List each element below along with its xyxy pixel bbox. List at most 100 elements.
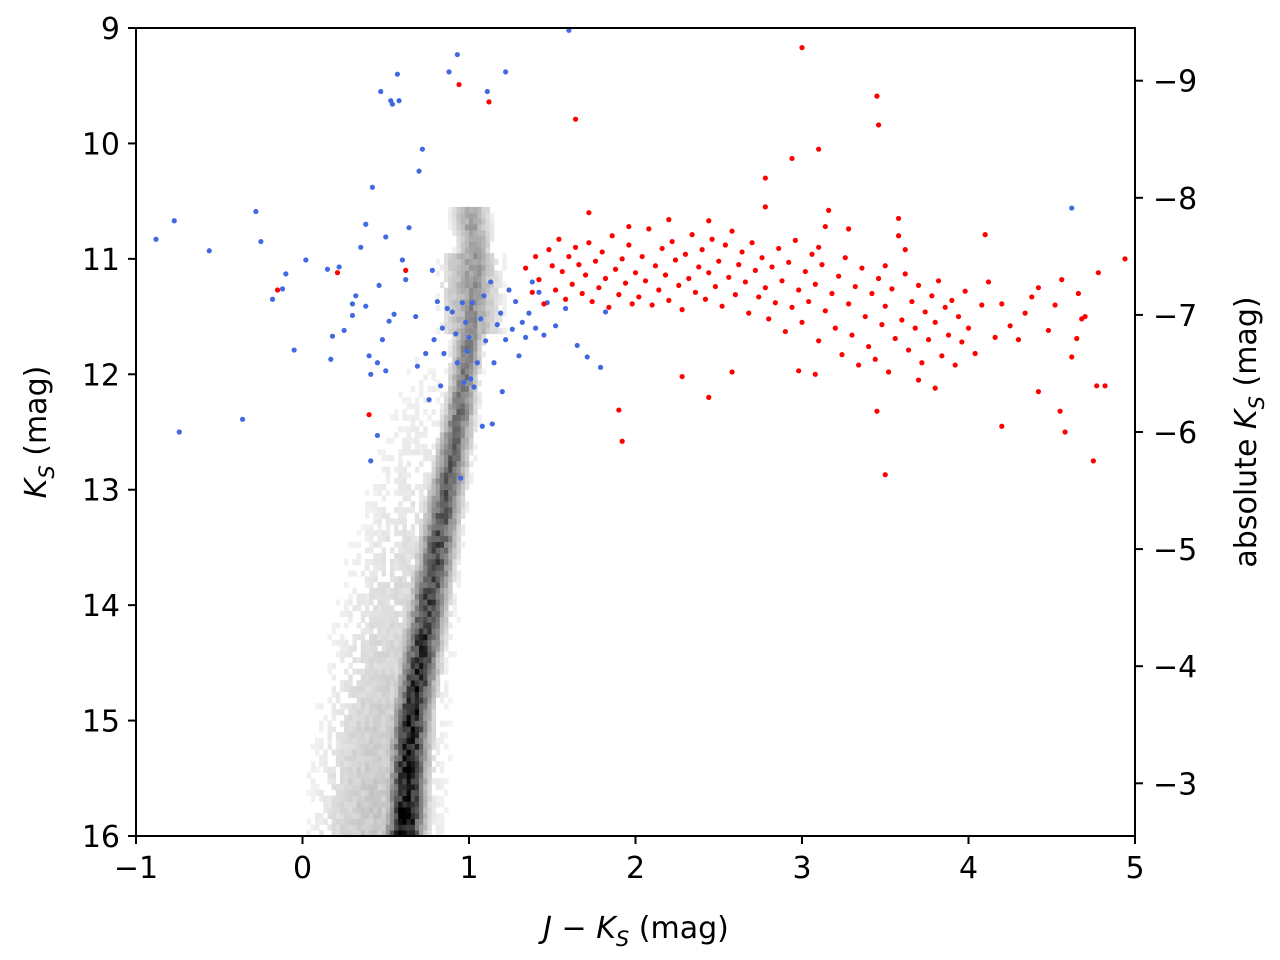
density-bin xyxy=(364,501,370,508)
density-bin xyxy=(398,812,403,819)
density-bin xyxy=(389,437,395,444)
density-bin xyxy=(435,466,441,473)
density-bin xyxy=(406,541,412,548)
density-bin xyxy=(381,582,387,589)
density-bin xyxy=(444,778,449,785)
density-bin xyxy=(348,778,353,785)
density-bin xyxy=(452,276,457,283)
density-bin xyxy=(460,403,466,410)
density-bin xyxy=(464,391,470,398)
density-bin xyxy=(444,270,449,277)
density-bin xyxy=(389,662,395,669)
density-bin xyxy=(444,293,449,300)
density-bin xyxy=(444,530,449,537)
density-bin xyxy=(464,305,470,312)
density-bin xyxy=(402,582,407,589)
density-bin xyxy=(398,720,403,727)
density-bin xyxy=(385,437,391,444)
density-bin xyxy=(477,206,482,213)
density-bin xyxy=(369,697,374,704)
density-bin xyxy=(406,628,412,635)
density-bin xyxy=(373,801,378,808)
red-star-point xyxy=(899,317,905,323)
red-star-point xyxy=(672,257,679,263)
red-star-point xyxy=(576,262,582,268)
density-bin xyxy=(464,356,470,364)
density-bin xyxy=(348,801,353,808)
red-star-point xyxy=(806,298,812,305)
density-bin xyxy=(419,709,424,716)
density-bin xyxy=(469,351,474,358)
density-bin xyxy=(431,524,436,531)
y2-axis-title-sub: S xyxy=(1245,396,1269,409)
density-bin xyxy=(469,293,474,300)
density-bin xyxy=(327,772,332,779)
blue-star-point xyxy=(438,383,444,389)
density-bin xyxy=(444,576,449,583)
density-bin xyxy=(398,789,403,796)
density-bin xyxy=(373,651,378,658)
density-bin xyxy=(423,628,428,635)
density-bin xyxy=(331,639,337,646)
density-bin xyxy=(381,812,387,819)
density-bin xyxy=(373,564,378,571)
density-bin xyxy=(381,593,387,600)
density-bin xyxy=(423,760,428,768)
density-bin xyxy=(464,270,470,277)
density-bin xyxy=(464,420,470,427)
density-bin xyxy=(314,766,320,773)
density-bin xyxy=(331,784,337,791)
red-star-point xyxy=(579,290,585,297)
density-bin xyxy=(456,478,461,485)
density-bin xyxy=(410,680,416,687)
density-bin xyxy=(473,368,478,375)
density-bin xyxy=(460,218,466,225)
density-bin xyxy=(335,830,341,836)
density-bin xyxy=(385,778,391,785)
density-bin xyxy=(373,507,378,514)
density-bin xyxy=(348,732,353,739)
x-axis-title-unit: (mag) xyxy=(629,911,729,946)
density-bin xyxy=(456,495,461,502)
density-bin xyxy=(394,478,399,485)
density-bin xyxy=(456,235,461,242)
density-bin xyxy=(460,362,466,369)
density-bin xyxy=(439,760,445,768)
density-bin xyxy=(410,420,416,427)
blue-star-point xyxy=(503,337,509,343)
density-bin xyxy=(352,570,357,577)
density-bin xyxy=(452,270,457,277)
density-bin xyxy=(435,691,441,698)
density-bin xyxy=(323,801,328,808)
density-bin xyxy=(373,732,378,739)
density-bin xyxy=(402,628,407,635)
density-bin xyxy=(502,305,507,312)
density-bin xyxy=(502,281,507,289)
blue-star-point xyxy=(562,305,569,312)
blue-star-point xyxy=(474,360,480,366)
density-bin xyxy=(410,530,416,537)
density-bin xyxy=(477,230,482,237)
density-bin xyxy=(427,507,432,514)
density-bin xyxy=(427,726,432,733)
density-bin xyxy=(410,541,416,548)
y-axis-title-unit: (mag) xyxy=(19,366,54,466)
density-bin xyxy=(435,449,441,456)
density-bin xyxy=(344,812,349,819)
density-bin xyxy=(435,824,441,831)
density-bin xyxy=(469,281,474,289)
density-bin xyxy=(394,593,399,600)
density-bin xyxy=(439,622,445,629)
density-bin xyxy=(356,530,362,537)
density-bin xyxy=(460,478,466,485)
density-bin xyxy=(389,709,395,716)
density-bin xyxy=(435,616,441,623)
density-bin xyxy=(402,778,407,785)
density-bin xyxy=(402,714,407,721)
density-bin xyxy=(452,443,457,450)
density-bin xyxy=(360,714,366,721)
density-bin xyxy=(394,553,399,560)
density-bin xyxy=(452,385,457,392)
density-bin xyxy=(410,437,416,444)
density-bin xyxy=(452,322,457,329)
